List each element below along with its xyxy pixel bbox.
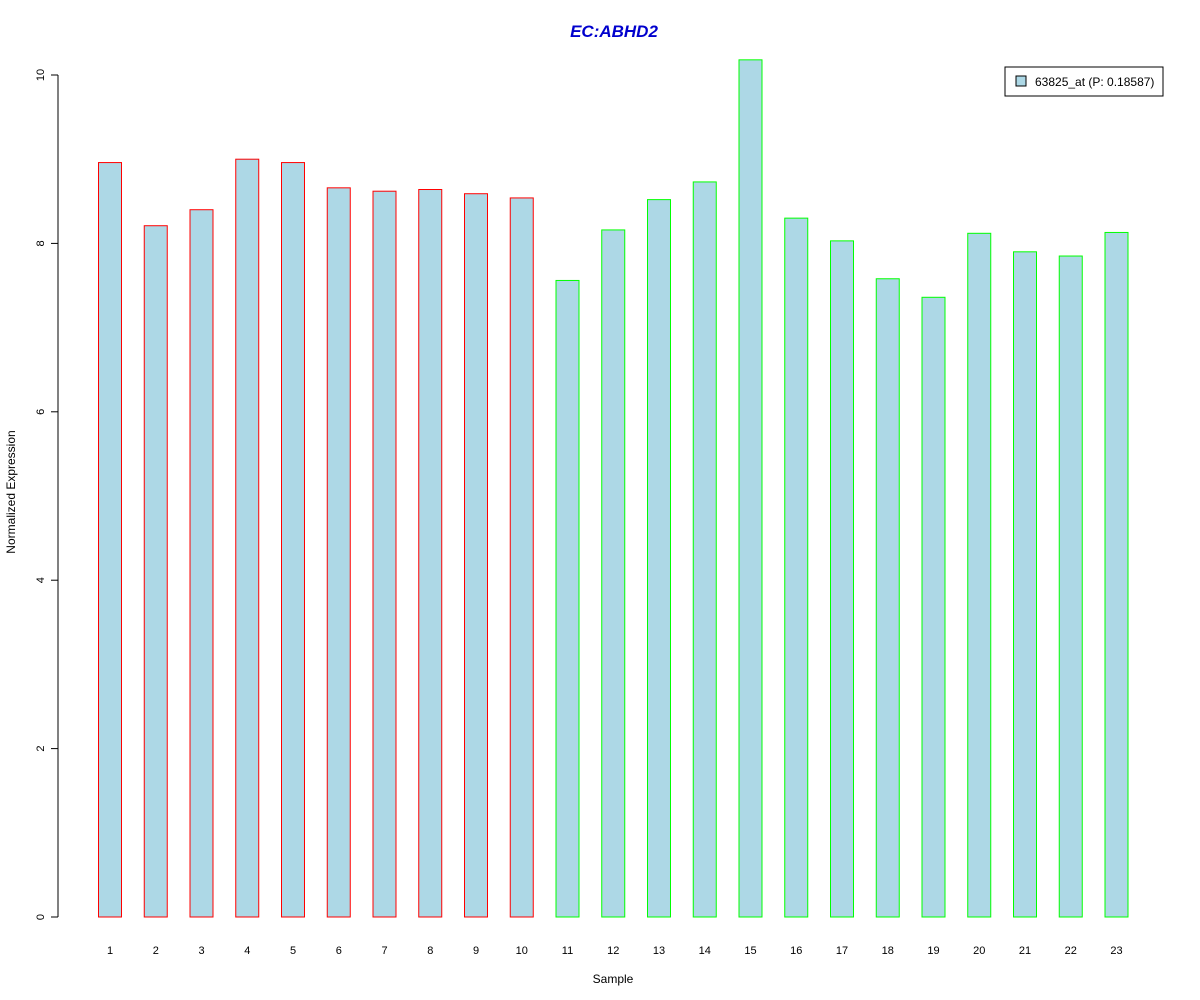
x-tick-label: 1 [107, 945, 113, 957]
bar-sample-18 [875, 278, 900, 918]
y-tick-label: 4 [35, 577, 47, 583]
x-tick-label: 16 [790, 945, 802, 957]
x-tick-label: 9 [473, 945, 479, 957]
x-tick-label: 8 [427, 945, 433, 957]
y-axis-label: Normalized Expression [4, 430, 18, 553]
y-tick-label: 8 [35, 240, 47, 246]
x-tick-label: 2 [153, 945, 159, 957]
legend: 63825_at (P: 0.18587) [1004, 66, 1164, 97]
bar-sample-20 [967, 232, 992, 918]
y-tick-label: 10 [35, 69, 47, 81]
x-tick-label: 20 [973, 945, 985, 957]
x-tick-label: 22 [1065, 945, 1077, 957]
bar-sample-15 [738, 59, 763, 918]
x-tick-label: 23 [1110, 945, 1122, 957]
legend-swatch [1015, 75, 1027, 87]
bar-sample-23 [1104, 231, 1129, 918]
legend-entry-label: 63825_at (P: 0.18587) [1035, 75, 1154, 89]
bar-sample-6 [326, 187, 351, 918]
x-tick-label: 4 [244, 945, 250, 957]
x-tick-label: 7 [381, 945, 387, 957]
x-tick-label: 18 [882, 945, 894, 957]
x-tick-label: 21 [1019, 945, 1031, 957]
bar-sample-14 [692, 181, 717, 918]
bars-group [98, 59, 1129, 918]
x-tick-label: 15 [744, 945, 756, 957]
x-tick-label: 11 [562, 945, 573, 957]
bar-sample-10 [509, 197, 534, 918]
x-tick-label: 3 [198, 945, 204, 957]
x-tick-label: 12 [607, 945, 619, 957]
x-tick-label: 5 [290, 945, 296, 957]
legend-box [1004, 66, 1164, 97]
bar-sample-11 [555, 279, 580, 918]
y-axis: 0 2 4 6 8 10 [35, 69, 59, 920]
bar-sample-1 [98, 162, 122, 918]
x-axis-label: Sample [593, 972, 634, 986]
bar-sample-2 [143, 225, 168, 918]
chart-title: EC:ABHD2 [570, 22, 658, 41]
x-tick-label: 19 [927, 945, 939, 957]
bar-sample-12 [601, 229, 626, 918]
bar-sample-21 [1013, 251, 1037, 918]
bar-sample-5 [281, 162, 305, 918]
bar-sample-4 [235, 158, 260, 918]
y-tick-label: 0 [35, 914, 47, 920]
bar-sample-16 [784, 217, 809, 918]
x-tick-label: 14 [699, 945, 711, 957]
bar-sample-13 [647, 199, 671, 918]
bar-sample-19 [921, 296, 946, 918]
x-tick-labels: 1 2 3 4 5 6 7 8 9 10 11 12 13 14 15 16 17 18 19 20 21 22 23 [107, 945, 1123, 957]
bar-sample-8 [418, 189, 443, 918]
x-tick-label: 10 [516, 945, 528, 957]
bar-sample-3 [189, 209, 214, 918]
y-tick-label: 2 [35, 746, 47, 752]
bar-sample-7 [372, 190, 397, 918]
bar-sample-22 [1058, 255, 1083, 918]
x-tick-label: 17 [836, 945, 848, 957]
y-tick-label: 6 [35, 409, 47, 415]
bar-sample-17 [830, 240, 854, 918]
x-tick-label: 6 [336, 945, 342, 957]
bar-sample-9 [464, 193, 488, 918]
x-tick-label: 13 [653, 945, 665, 957]
